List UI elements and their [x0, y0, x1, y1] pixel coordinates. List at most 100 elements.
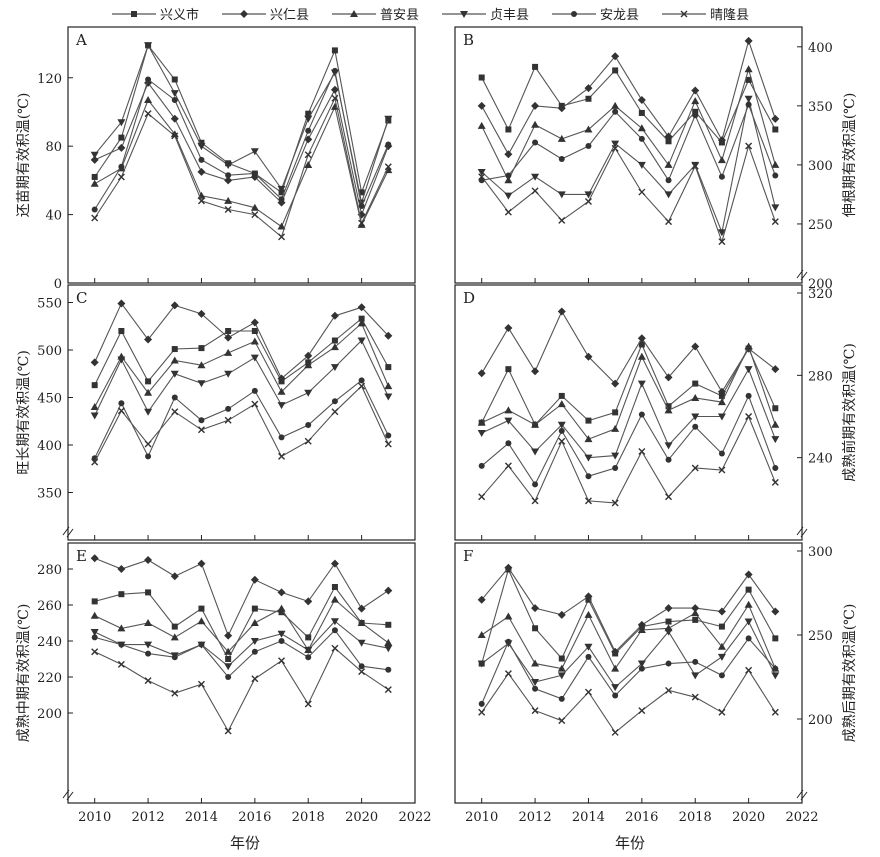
- data-point: [584, 125, 593, 133]
- data-point: [251, 211, 259, 219]
- data-point: [90, 611, 99, 619]
- data-point: [224, 416, 232, 424]
- data-point: [611, 101, 620, 109]
- data-point: [197, 197, 205, 205]
- data-point: [691, 413, 700, 421]
- data-point: [505, 172, 512, 179]
- data-point: [384, 586, 393, 595]
- data-point: [637, 352, 646, 360]
- data-point: [531, 367, 540, 376]
- data-point: [251, 387, 258, 394]
- data-point: [557, 400, 566, 408]
- data-point: [531, 679, 540, 687]
- series-path: [94, 69, 389, 210]
- data-point: [744, 65, 753, 73]
- data-point: [90, 403, 99, 410]
- data-point: [584, 688, 592, 696]
- data-point: [665, 403, 672, 410]
- data-point: [664, 160, 673, 168]
- series-path: [481, 98, 776, 235]
- legend-label: 贞丰县: [490, 8, 529, 23]
- data-point: [692, 112, 699, 119]
- data-point: [224, 727, 232, 735]
- data-point: [531, 120, 540, 128]
- data-point: [477, 168, 486, 176]
- data-point: [384, 393, 393, 401]
- data-point: [638, 707, 646, 715]
- y-tick-label: 300: [808, 545, 833, 560]
- data-point: [531, 448, 540, 456]
- data-point: [384, 686, 392, 694]
- x-tick-label: 2020: [732, 810, 765, 825]
- data-point: [197, 617, 206, 625]
- data-point: [745, 101, 752, 108]
- data-point: [505, 440, 512, 447]
- data-point: [477, 429, 486, 437]
- series-line: [477, 342, 780, 443]
- panels: A 0 40 80 120 还苗期有效积温(℃) B 200 250 300 350 400 伸根期有效…: [16, 26, 858, 825]
- data-point: [744, 95, 753, 103]
- y-axis-label: 成熟后期有效积温(℃): [842, 604, 858, 743]
- data-point: [504, 462, 512, 470]
- data-point: [477, 121, 486, 129]
- x-tick-label: 2014: [185, 810, 218, 825]
- series-path: [94, 44, 389, 195]
- data-point: [665, 618, 672, 625]
- data-point: [532, 139, 539, 146]
- panel-label: E: [76, 547, 87, 565]
- data-point: [250, 354, 259, 362]
- legend-item: 兴仁县: [222, 8, 309, 23]
- data-point: [557, 191, 566, 199]
- series-path: [94, 598, 389, 653]
- series-path: [481, 39, 776, 156]
- x-tick-label: 2022: [398, 810, 431, 825]
- data-point: [384, 638, 393, 646]
- data-point: [304, 351, 313, 360]
- x-axis-label-left: 年份: [230, 834, 260, 852]
- data-point: [224, 205, 232, 213]
- series-line: [91, 315, 392, 389]
- data-point: [718, 708, 726, 716]
- series-line: [90, 337, 393, 420]
- data-point: [117, 356, 126, 364]
- data-point: [558, 717, 566, 725]
- series-path: [481, 603, 776, 670]
- panel-label: F: [463, 547, 473, 565]
- data-point: [532, 625, 539, 632]
- series-line: [478, 101, 779, 184]
- series-path: [94, 98, 389, 228]
- series-path: [481, 669, 776, 734]
- x-tick-label: 2022: [785, 810, 818, 825]
- x-tick-label: 2016: [238, 810, 271, 825]
- data-point: [691, 393, 700, 401]
- data-point: [664, 406, 673, 414]
- series-path: [481, 144, 776, 244]
- data-point: [638, 109, 645, 116]
- y-tick-label: 400: [808, 41, 833, 56]
- series-path: [94, 585, 389, 661]
- data-point: [144, 641, 153, 649]
- data-point: [358, 189, 365, 196]
- data-point: [357, 639, 366, 647]
- series-line: [90, 319, 393, 410]
- data-point: [691, 672, 700, 680]
- data-point: [117, 624, 126, 632]
- y-tick-label: 200: [808, 713, 833, 728]
- data-point: [478, 173, 486, 181]
- data-point: [224, 161, 233, 169]
- data-point: [330, 311, 339, 320]
- data-point: [277, 185, 286, 193]
- data-point: [612, 409, 619, 416]
- series-path: [481, 103, 776, 182]
- data-point: [277, 402, 286, 410]
- data-point: [637, 161, 646, 169]
- data-point: [225, 674, 232, 680]
- data-point: [304, 700, 312, 708]
- data-point: [225, 328, 232, 334]
- panel-f: F 200 250 300 成熟后期有效积温(℃) 2010 2012 2014 2016 201…: [454, 542, 858, 825]
- data-point: [198, 156, 205, 163]
- data-point: [771, 436, 780, 444]
- legend-marker: [240, 10, 248, 18]
- data-point: [557, 610, 566, 619]
- data-point: [584, 84, 593, 93]
